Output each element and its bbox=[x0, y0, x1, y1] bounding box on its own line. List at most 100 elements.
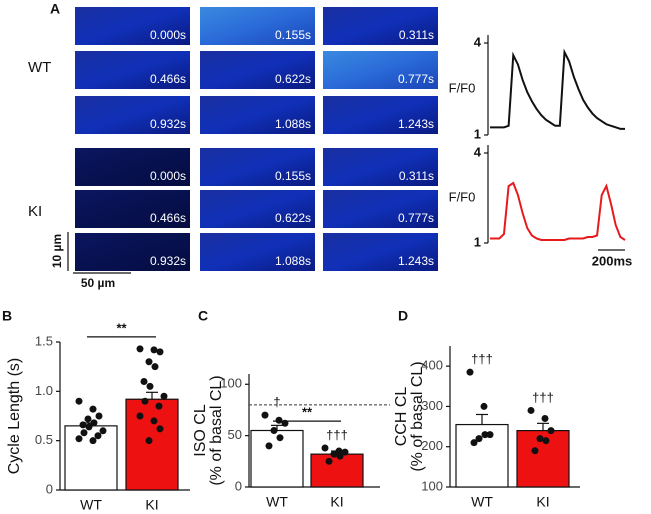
data-point bbox=[276, 434, 284, 442]
x-tick-label: WT bbox=[266, 494, 288, 510]
time-label: 0.466s bbox=[150, 211, 186, 225]
y-axis-label: ISO CL bbox=[192, 404, 209, 457]
data-point bbox=[150, 417, 158, 425]
image-tile bbox=[323, 148, 438, 186]
scale-label: 10 µm bbox=[50, 234, 64, 268]
data-point bbox=[89, 405, 97, 413]
trace bbox=[490, 181, 626, 241]
bar bbox=[64, 425, 118, 491]
time-label: 1.243s bbox=[398, 117, 434, 131]
image-tile bbox=[323, 51, 438, 89]
data-point bbox=[275, 416, 283, 424]
y-axis-label: (% of basal CL) bbox=[409, 361, 426, 471]
time-label: 0.777s bbox=[398, 211, 434, 225]
significance-marker: ††† bbox=[532, 390, 554, 405]
image-tile bbox=[323, 233, 438, 271]
data-point bbox=[321, 444, 329, 452]
data-point bbox=[156, 348, 164, 356]
x-tick-label: KI bbox=[145, 497, 158, 513]
y-tick-label: 100 bbox=[220, 376, 242, 391]
data-point bbox=[480, 402, 488, 410]
data-point bbox=[270, 427, 278, 434]
panel-label: C bbox=[198, 308, 208, 324]
data-point bbox=[542, 437, 550, 445]
data-point bbox=[85, 423, 93, 431]
image-tile bbox=[75, 7, 190, 45]
time-label: 0.155s bbox=[275, 28, 311, 42]
panel-label: B bbox=[2, 308, 12, 324]
group-label: KI bbox=[28, 203, 42, 220]
data-point bbox=[140, 377, 148, 385]
image-tile bbox=[200, 190, 315, 228]
image-tile bbox=[75, 148, 190, 186]
time-label: 0.000s bbox=[150, 169, 186, 183]
data-point bbox=[547, 427, 555, 435]
y-tick-label: 4 bbox=[474, 34, 482, 49]
data-point bbox=[146, 382, 154, 390]
image-tile bbox=[200, 148, 315, 186]
x-tick-label: KI bbox=[536, 494, 549, 510]
time-label: 0.000s bbox=[150, 28, 186, 42]
data-point bbox=[141, 397, 149, 405]
data-point bbox=[136, 345, 144, 353]
data-point bbox=[99, 427, 107, 435]
image-tile bbox=[200, 96, 315, 134]
data-point bbox=[261, 411, 269, 419]
time-label: 0.622s bbox=[275, 72, 311, 86]
y-tick-label: 1.0 bbox=[35, 383, 53, 398]
data-point bbox=[145, 437, 153, 445]
data-point bbox=[151, 363, 159, 371]
time-label: 0.777s bbox=[398, 72, 434, 86]
image-tile bbox=[200, 233, 315, 271]
image-tile bbox=[75, 190, 190, 228]
image-tile bbox=[75, 233, 190, 271]
image-tile bbox=[200, 7, 315, 45]
time-label: 1.088s bbox=[275, 254, 311, 268]
data-point bbox=[330, 450, 338, 458]
scale-label: 200ms bbox=[592, 253, 632, 268]
data-point bbox=[341, 448, 349, 456]
significance-marker: ††† bbox=[326, 427, 348, 442]
y-tick-label: 4 bbox=[474, 144, 482, 159]
image-tile bbox=[75, 51, 190, 89]
time-label: 0.932s bbox=[150, 117, 186, 131]
data-point bbox=[89, 437, 97, 445]
y-tick-label: 0 bbox=[235, 478, 242, 493]
data-point bbox=[145, 358, 153, 366]
y-axis-label: Cycle Length (s) bbox=[6, 358, 23, 475]
bar bbox=[310, 453, 364, 488]
time-label: 0.932s bbox=[150, 254, 186, 268]
y-tick-label: 1 bbox=[474, 126, 481, 141]
data-point bbox=[536, 435, 544, 443]
time-label: 0.311s bbox=[399, 28, 434, 42]
panel-label: D bbox=[398, 308, 408, 324]
data-point bbox=[475, 435, 483, 443]
data-point bbox=[136, 412, 144, 420]
y-tick-label: 400 bbox=[421, 358, 443, 373]
panel-label: A bbox=[50, 1, 60, 17]
data-point bbox=[466, 368, 474, 376]
time-label: 0.311s bbox=[399, 169, 434, 183]
data-point bbox=[79, 421, 87, 429]
x-tick-label: WT bbox=[471, 494, 493, 510]
image-tile bbox=[323, 7, 438, 45]
data-point bbox=[75, 435, 83, 443]
bar bbox=[125, 398, 179, 491]
data-point bbox=[486, 431, 494, 439]
data-point bbox=[156, 425, 164, 433]
data-point bbox=[150, 346, 158, 354]
data-point bbox=[325, 457, 333, 465]
trace bbox=[490, 48, 625, 130]
time-label: 0.622s bbox=[275, 211, 311, 225]
y-tick-label: 200 bbox=[421, 438, 443, 453]
y-axis-label: CCH CL bbox=[393, 387, 410, 447]
data-point bbox=[155, 402, 163, 410]
data-point bbox=[160, 392, 168, 400]
data-point bbox=[481, 431, 489, 439]
y-tick-label: 100 bbox=[421, 478, 443, 493]
group-label: WT bbox=[28, 59, 51, 76]
time-label: 0.466s bbox=[150, 72, 186, 86]
y-tick-label: 0 bbox=[46, 481, 53, 496]
data-point bbox=[94, 432, 102, 440]
